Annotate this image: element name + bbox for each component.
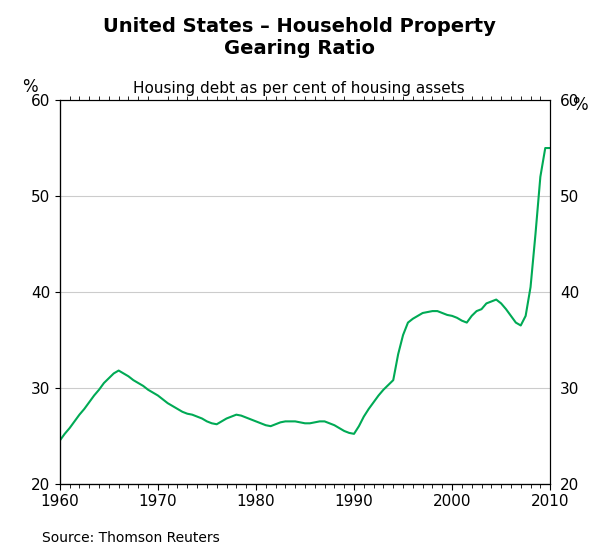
Text: Housing debt as per cent of housing assets: Housing debt as per cent of housing asse…: [133, 81, 465, 96]
Text: United States – Household Property
Gearing Ratio: United States – Household Property Geari…: [103, 17, 495, 58]
Y-axis label: %: %: [23, 78, 38, 96]
Y-axis label: %: %: [572, 96, 587, 114]
Text: Source: Thomson Reuters: Source: Thomson Reuters: [42, 531, 219, 545]
